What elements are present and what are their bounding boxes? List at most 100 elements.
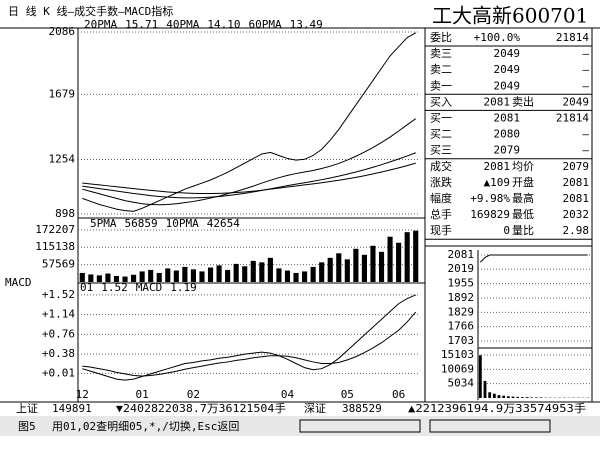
- status-item: ▲2212396194.9万33574953手: [408, 401, 586, 415]
- bar: [319, 262, 325, 282]
- y-tick-label: +1.14: [42, 308, 75, 321]
- bar: [302, 271, 308, 282]
- quote-value: 2079: [494, 144, 521, 157]
- bar: [396, 242, 402, 282]
- y-tick-label: 1254: [49, 152, 76, 165]
- quote-label: 卖一: [430, 79, 452, 92]
- quote-label: 最高: [512, 191, 534, 205]
- quote-label: 总手: [430, 207, 452, 221]
- y-tick-label: 1829: [448, 305, 475, 318]
- bar: [344, 259, 350, 282]
- bar: [525, 397, 529, 398]
- quote-value: 2049: [494, 63, 521, 76]
- quote-value: —: [582, 79, 589, 92]
- stock-title: 工大高新600701: [432, 4, 588, 28]
- quote-value: —: [582, 63, 589, 76]
- quote-label: 卖出: [512, 94, 534, 108]
- bar: [225, 269, 231, 282]
- quote-label: 现手: [430, 223, 452, 237]
- legend-text: 1.19: [170, 281, 197, 294]
- status-item: 深证: [304, 402, 326, 415]
- bar: [404, 232, 410, 282]
- y-tick-label: +0.38: [42, 347, 75, 360]
- y-tick-label: 115138: [35, 240, 75, 253]
- bar: [165, 268, 171, 282]
- bar: [520, 397, 524, 398]
- y-tick-label: 2019: [448, 262, 475, 275]
- bar: [96, 275, 102, 282]
- bar: [276, 268, 282, 282]
- y-tick-label: 1892: [448, 291, 475, 304]
- legend-value: 15.71: [125, 18, 158, 31]
- quote-label: 委比: [430, 31, 452, 44]
- bar: [88, 274, 94, 282]
- bar: [267, 257, 273, 282]
- series-line: [82, 32, 416, 212]
- quote-value: 2049: [494, 79, 521, 92]
- bar: [534, 397, 538, 398]
- quote-label: 均价: [512, 160, 534, 173]
- quote-value: 2081: [494, 112, 521, 125]
- y-tick-label: 5034: [448, 377, 475, 390]
- bar: [199, 271, 205, 282]
- quote-value: 21814: [556, 31, 589, 44]
- y-tick-label: 15103: [441, 348, 474, 361]
- quote-label: 买一: [430, 112, 452, 125]
- legend-value: 14.10: [207, 18, 240, 31]
- quote-value: 21814: [556, 112, 589, 125]
- bar: [79, 272, 85, 282]
- bar: [336, 253, 342, 282]
- y-tick-label: 898: [55, 207, 75, 220]
- bar: [216, 265, 222, 282]
- bar: [207, 267, 214, 282]
- bar: [131, 274, 137, 282]
- x-tick-label: 01: [136, 388, 149, 401]
- quote-value: 2.98: [563, 224, 590, 237]
- series-line: [82, 118, 417, 206]
- bar: [370, 245, 376, 282]
- y-tick-label: 1679: [49, 87, 76, 100]
- x-tick-label: 05: [341, 388, 354, 401]
- y-tick-label: 1703: [448, 334, 475, 347]
- x-tick-label: 04: [281, 388, 295, 401]
- status-item: 149891: [52, 402, 92, 415]
- y-tick-label: 1766: [448, 320, 475, 333]
- bar: [242, 266, 248, 282]
- series-line: [82, 162, 416, 194]
- quote-value: 2081: [484, 95, 511, 108]
- footer-item: 用01,02查明细05,*,/切换,Esc返回: [52, 419, 239, 433]
- bar: [190, 269, 196, 282]
- quote-label: 幅度: [430, 191, 452, 205]
- bar: [122, 276, 128, 282]
- status-item: 上证: [16, 402, 38, 415]
- y-tick-label: 2081: [448, 248, 475, 261]
- bar: [310, 266, 316, 282]
- quote-value: 2032: [563, 208, 590, 221]
- y-tick-label: 1955: [448, 277, 475, 290]
- legend-name: 20PMA: [84, 18, 117, 31]
- footer-item: 图5: [18, 420, 36, 433]
- y-tick-label: 10069: [441, 362, 474, 375]
- y-tick-label: 57569: [42, 258, 75, 271]
- quote-value: +100.0%: [474, 31, 521, 44]
- quote-label: 卖二: [430, 63, 452, 76]
- quote-value: ▲109: [484, 176, 511, 189]
- bar: [387, 236, 393, 282]
- status-item: 388529: [342, 402, 382, 415]
- bar: [378, 251, 385, 282]
- legend-text: 42654: [207, 217, 240, 230]
- quote-value: 2081: [484, 160, 511, 173]
- quote-label: 量比: [512, 224, 534, 237]
- legend-value: 13.49: [290, 18, 323, 31]
- series-line: [82, 311, 417, 377]
- quote-value: +9.98%: [470, 192, 510, 205]
- bar: [259, 262, 265, 282]
- legend-text: MACD: [136, 281, 163, 294]
- quote-label: 成交: [430, 159, 452, 173]
- bar: [233, 263, 239, 282]
- bar: [413, 230, 419, 282]
- legend-name: 60PMA: [249, 18, 282, 31]
- y-tick-label: +0.01: [42, 366, 75, 379]
